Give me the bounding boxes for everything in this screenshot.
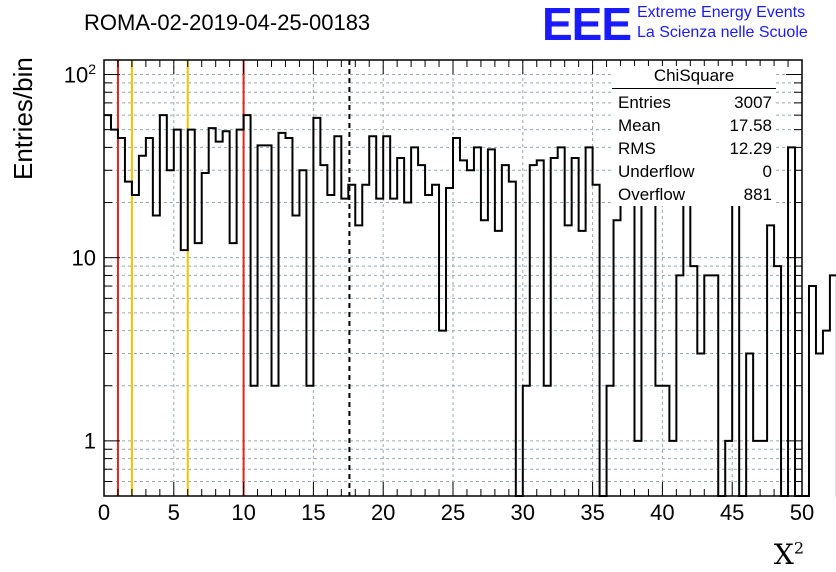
y-axis-label-wrap: Entries/bin [8,57,38,190]
stats-row-label: Underflow [618,162,695,181]
x-axis-label-sup: 2 [793,538,804,558]
y-tick-label-exp: 2 [88,60,96,77]
y-tick-label: 102 [36,61,96,88]
x-axis-label: X2 [774,538,804,571]
eee-logo: EEE [542,0,632,50]
x-tick-label: 10 [231,500,256,525]
x-tick-label: 30 [510,500,536,525]
stats-title: ChiSquare [612,66,776,89]
x-tick-label: 5 [167,500,180,525]
stats-row-value: 3007 [734,93,772,112]
x-tick-label: 50 [789,500,815,525]
stats-row-label: Overflow [618,185,686,204]
x-tick-label: 35 [580,500,605,525]
y-tick-label: 1 [36,427,96,454]
stats-row-value: 0 [762,162,772,181]
logo-subtitle-2: La Scienza nelle Scuole [637,24,808,41]
stats-row-value: 12.29 [729,139,772,158]
y-tick-label-base: 10 [63,61,89,87]
stats-row: Entries 3007 [612,91,776,114]
x-tick-label: 0 [97,500,111,525]
x-tick-label: 20 [370,500,396,525]
marker-lines [116,60,351,496]
x-axis-label-text: X [773,538,794,571]
stats-box: ChiSquare Entries 3007 Mean 17.58 RMS 12.29 Un… [612,66,776,206]
y-axis-label: Entries/bin [8,57,38,180]
axis-ticks [103,60,803,496]
x-tick-label: 45 [719,500,745,525]
stats-row: RMS 12.29 [612,137,776,160]
stats-row-label: Mean [618,116,661,135]
y-tick-label-base: 10 [71,245,96,270]
histogram-line [104,114,836,497]
grid-lines [103,60,803,496]
y-tick-label-base: 1 [83,428,96,454]
y-tick-label: 10 [36,244,96,271]
stats-row: Underflow 0 [612,160,776,183]
x-tick-label: 25 [440,500,466,525]
x-tick-label: 15 [301,500,326,525]
stats-row-label: RMS [618,139,656,158]
stats-row: Mean 17.58 [612,114,776,137]
stats-row: Overflow 881 [612,183,776,206]
stats-rows: Entries 3007 Mean 17.58 RMS 12.29 Underflow 0 Ov… [612,91,776,206]
stats-row-label: Entries [618,93,671,112]
x-tick-label: 40 [650,500,675,525]
chart-title: ROMA-02-2019-04-25-00183 [84,10,371,35]
logo-subtitle-1: Extreme Energy Events [637,4,806,21]
stats-row-value: 17.58 [729,116,772,135]
stats-row-value: 881 [743,185,772,204]
